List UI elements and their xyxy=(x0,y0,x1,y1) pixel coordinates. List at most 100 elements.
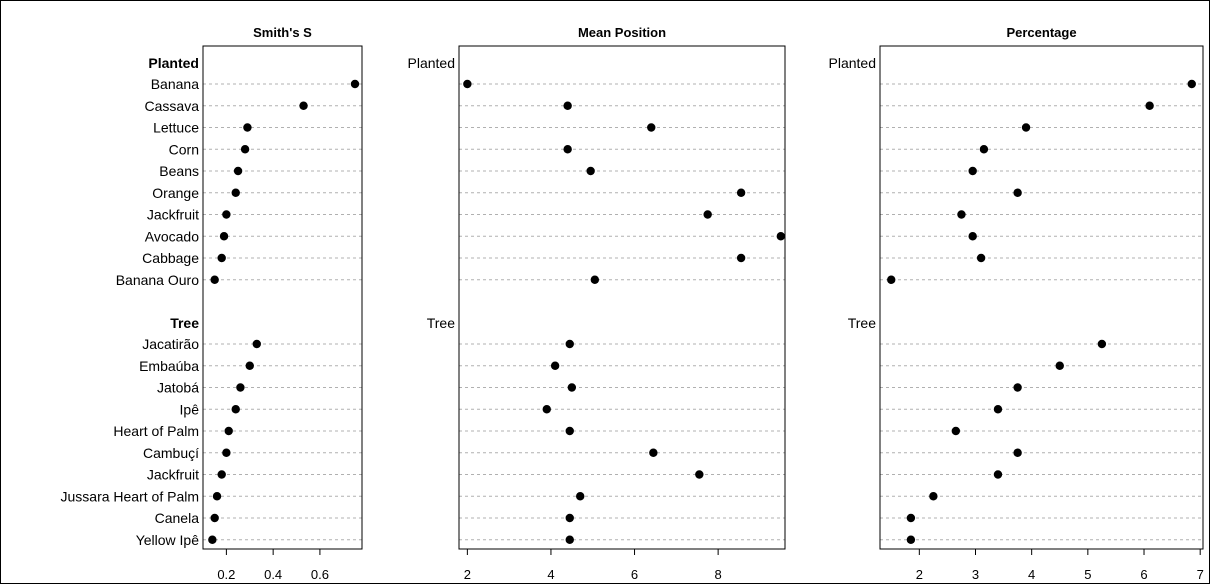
data-point xyxy=(887,275,896,284)
data-point xyxy=(463,79,472,89)
x-tick-label: 6 xyxy=(631,567,638,582)
data-point xyxy=(233,166,243,176)
category-label: Lettuce xyxy=(153,120,199,136)
data-point xyxy=(299,101,308,110)
data-point xyxy=(590,275,600,284)
data-point xyxy=(695,470,704,479)
data-point xyxy=(240,145,250,154)
category-label: Yellow Ipê xyxy=(136,532,200,548)
data-point xyxy=(703,210,712,219)
data-point xyxy=(649,448,658,457)
category-label: Cambuçí xyxy=(143,445,199,461)
data-point xyxy=(222,448,231,457)
category-label: Cassava xyxy=(145,98,200,114)
x-tick-label: 5 xyxy=(1084,567,1091,582)
data-point xyxy=(736,188,746,197)
data-point xyxy=(1145,101,1154,110)
x-tick-label: 2 xyxy=(916,567,923,582)
data-point xyxy=(1097,339,1107,349)
data-point xyxy=(567,383,577,392)
category-label: Jacatirão xyxy=(142,336,199,352)
data-point xyxy=(976,253,986,263)
group-label: Tree xyxy=(170,315,199,331)
x-tick-label: 6 xyxy=(1140,567,1147,582)
data-point xyxy=(979,145,989,154)
data-point xyxy=(736,253,746,263)
category-label: Jatobá xyxy=(157,380,199,396)
data-point xyxy=(586,166,595,176)
category-label: Banana Ouro xyxy=(116,272,199,288)
data-point xyxy=(1013,448,1022,457)
data-point xyxy=(231,188,240,197)
data-point xyxy=(951,426,961,436)
x-tick-label: 8 xyxy=(715,567,722,582)
data-point xyxy=(565,339,574,349)
category-label: Cabbage xyxy=(142,250,199,266)
data-point xyxy=(776,232,786,241)
data-point xyxy=(647,123,656,132)
data-point xyxy=(929,492,938,501)
x-tick-label: 0.6 xyxy=(311,567,329,582)
data-point xyxy=(576,492,585,501)
x-tick-label: 0.2 xyxy=(217,567,235,582)
category-label: Jussara Heart of Palm xyxy=(61,488,200,504)
data-point xyxy=(252,339,261,349)
x-tick-label: 2 xyxy=(464,567,471,582)
category-label: Jackfruit xyxy=(147,467,199,483)
group-label: Planted xyxy=(829,55,876,71)
category-label: Heart of Palm xyxy=(113,423,199,439)
data-point xyxy=(993,470,1003,479)
data-point xyxy=(1013,383,1022,392)
data-point xyxy=(222,210,231,219)
data-point xyxy=(906,535,916,544)
group-label: Tree xyxy=(427,315,455,331)
data-point xyxy=(565,535,574,544)
category-label: Orange xyxy=(152,185,199,201)
data-point xyxy=(968,166,977,176)
data-point xyxy=(210,513,219,523)
category-label: Ipê xyxy=(180,401,200,417)
panel-title: Smith's S xyxy=(253,25,312,40)
data-point xyxy=(968,232,977,241)
data-point xyxy=(565,426,574,436)
data-point xyxy=(1187,79,1196,89)
category-label: Embaúba xyxy=(139,358,199,374)
panel-box xyxy=(202,45,363,550)
group-label: Tree xyxy=(848,315,876,331)
data-point xyxy=(957,210,966,219)
data-point xyxy=(210,275,219,284)
data-point xyxy=(217,253,226,263)
category-label: Canela xyxy=(155,510,200,526)
x-tick-label: 4 xyxy=(1028,567,1035,582)
data-point xyxy=(563,101,572,110)
data-point xyxy=(563,145,572,154)
group-label: Planted xyxy=(408,55,455,71)
data-point xyxy=(1055,361,1064,370)
category-label: Jackfruit xyxy=(147,207,199,223)
category-label: Avocado xyxy=(145,228,199,244)
category-label: Corn xyxy=(169,141,199,157)
x-tick-label: 0.4 xyxy=(264,567,282,582)
data-point xyxy=(993,405,1003,414)
data-point xyxy=(565,513,574,523)
data-point xyxy=(550,361,560,370)
data-point xyxy=(231,405,240,414)
data-point xyxy=(224,426,233,436)
data-point xyxy=(245,361,254,370)
data-point xyxy=(1021,123,1031,132)
panel-title: Percentage xyxy=(1006,25,1076,40)
panel-box xyxy=(879,45,1204,550)
x-tick-label: 3 xyxy=(972,567,979,582)
data-point xyxy=(350,79,360,89)
data-point xyxy=(236,383,245,392)
data-point xyxy=(906,513,916,523)
data-point xyxy=(542,405,551,414)
data-point xyxy=(217,470,226,479)
group-label: Planted xyxy=(148,55,199,71)
data-point xyxy=(243,123,252,132)
category-label: Beans xyxy=(159,163,199,179)
data-point xyxy=(219,232,229,241)
x-tick-label: 7 xyxy=(1197,567,1204,582)
panel-box xyxy=(458,45,786,550)
